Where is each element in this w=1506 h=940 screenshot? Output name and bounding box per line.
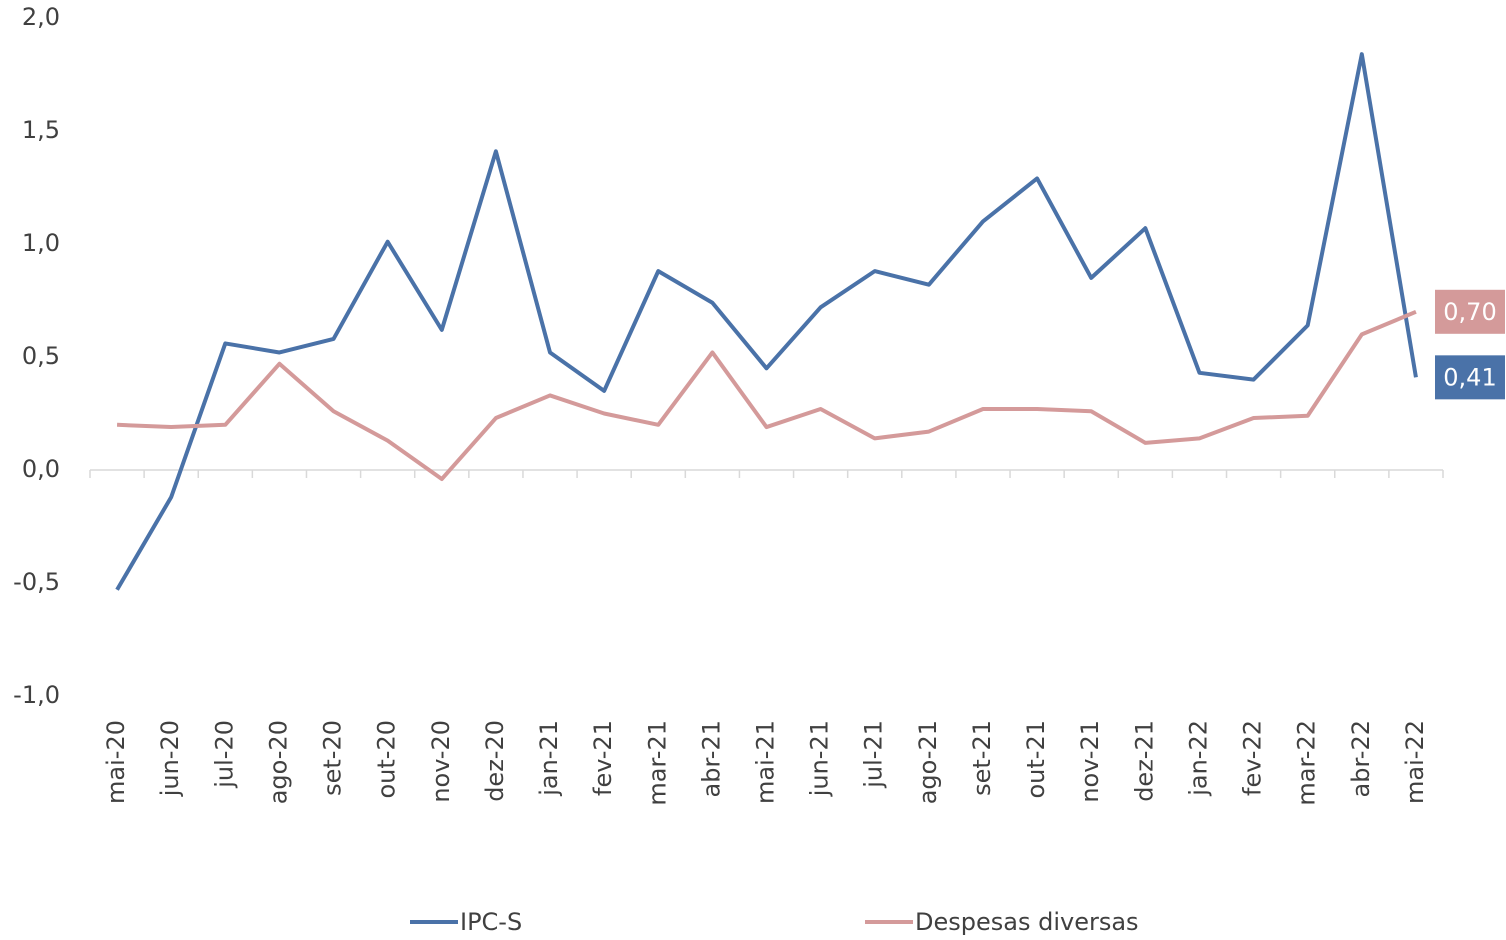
x-tick-label: fev-22	[1239, 720, 1267, 796]
x-tick-label: jun-21	[806, 720, 834, 797]
x-tick-label: mar-21	[643, 720, 671, 806]
x-tick-label: mar-22	[1293, 720, 1321, 806]
x-tick-label: out-20	[373, 720, 401, 799]
x-tick-label: nov-21	[1076, 720, 1104, 803]
x-tick-label: ago-21	[914, 720, 942, 804]
y-tick-label: 1,5	[22, 116, 60, 144]
value-label-box	[1435, 355, 1505, 400]
x-tick-label: abr-22	[1347, 720, 1375, 797]
x-tick-label: jan-21	[535, 720, 563, 797]
value-label: 0,70	[1435, 289, 1505, 334]
x-tick-label: jul-21	[860, 720, 888, 789]
legend-label: Despesas diversas	[915, 908, 1139, 936]
x-tick-label: out-21	[1022, 720, 1050, 799]
x-tick-label: dez-21	[1130, 720, 1158, 802]
legend-label: IPC-S	[460, 908, 522, 936]
x-tick-label: ago-20	[264, 720, 292, 804]
y-tick-label: 0,0	[22, 455, 60, 483]
x-tick-label: set-20	[319, 720, 347, 796]
y-tick-label: 2,0	[22, 3, 60, 31]
y-tick-label: 0,5	[22, 342, 60, 370]
x-tick-label: jun-20	[156, 720, 184, 797]
x-tick-label: jan-22	[1184, 720, 1212, 797]
value-label-text: 0,70	[1443, 298, 1496, 326]
value-label-text: 0,41	[1443, 363, 1496, 391]
series-line	[115, 52, 1418, 591]
x-tick-label: nov-20	[427, 720, 455, 803]
y-tick-label: -1,0	[13, 681, 60, 709]
x-tick-label: fev-21	[589, 720, 617, 796]
series-line	[116, 309, 1417, 482]
x-tick-label: jul-20	[210, 720, 238, 789]
y-tick-label: 1,0	[22, 229, 60, 257]
x-tick-label: abr-21	[697, 720, 725, 797]
x-tick-label: mai-22	[1401, 720, 1429, 804]
x-tick-label: dez-20	[481, 720, 509, 802]
value-label-box	[1435, 289, 1505, 334]
x-tick-label: mai-20	[102, 720, 130, 804]
x-tick-label: set-21	[968, 720, 996, 796]
value-label: 0,41	[1435, 355, 1505, 400]
x-tick-label: mai-21	[752, 720, 780, 804]
y-tick-label: -0,5	[13, 568, 60, 596]
